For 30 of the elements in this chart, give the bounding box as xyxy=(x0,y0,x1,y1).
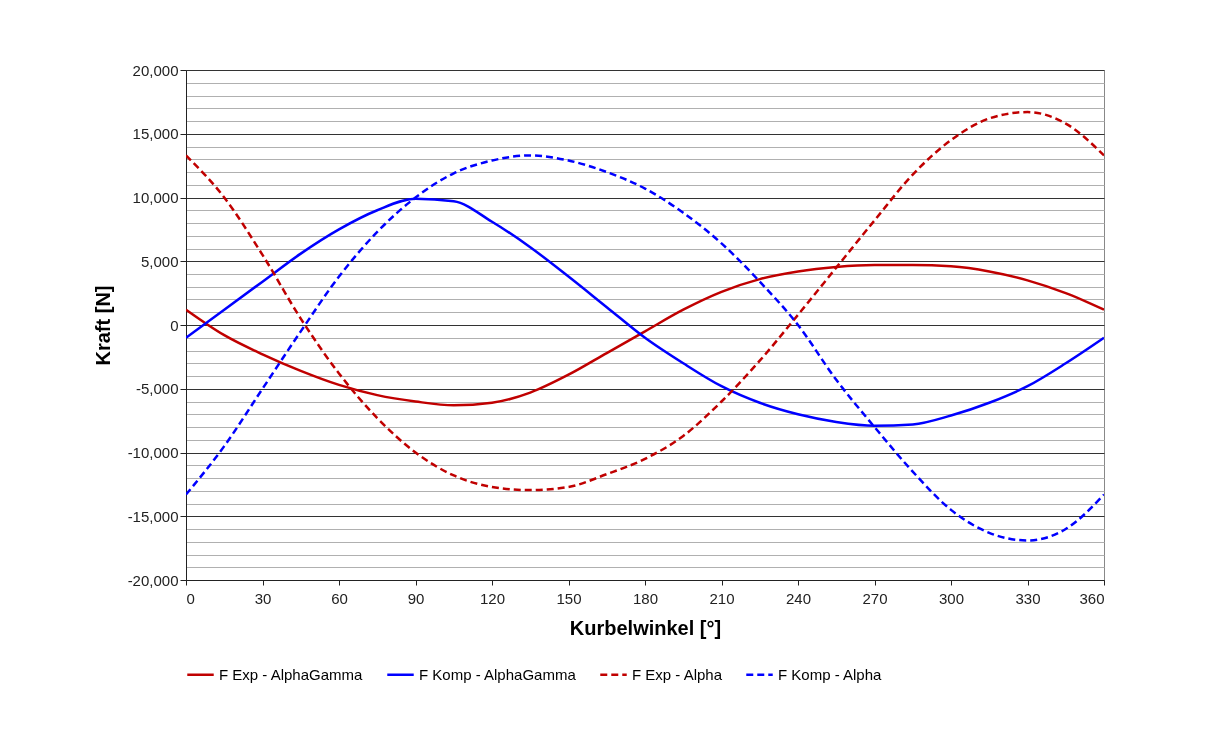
legend-label: F Exp - AlphaGamma xyxy=(219,665,364,683)
legend-label: F Komp - AlphaGamma xyxy=(419,665,577,683)
y-tick-label: -20,000 xyxy=(127,571,179,589)
legend-label: F Komp - Alpha xyxy=(778,665,883,683)
x-tick-label: 270 xyxy=(862,589,888,607)
x-tick-label: 60 xyxy=(331,589,348,607)
x-tick-label: 360 xyxy=(1079,589,1105,607)
x-tick-label: 180 xyxy=(632,589,659,607)
line-series xyxy=(186,110,1104,492)
x-tick-label: 120 xyxy=(479,589,506,607)
x-tick-label: 210 xyxy=(709,589,735,607)
x-tick-label: 90 xyxy=(407,589,425,607)
y-tick-label: -5,000 xyxy=(135,380,179,398)
y-tick-label: 15,000 xyxy=(132,125,179,143)
x-tick-label: 330 xyxy=(1015,589,1041,607)
x-tick-label: 240 xyxy=(785,589,812,607)
x-axis-title: Kurbelwinkel [°] xyxy=(569,616,722,639)
x-tick-label: 300 xyxy=(938,589,965,607)
line-series xyxy=(186,154,1104,542)
y-axis-title: Kraft [N] xyxy=(91,285,114,366)
y-tick-label: 10,000 xyxy=(132,189,179,206)
legend-label: F Exp - Alpha xyxy=(632,665,723,683)
y-tick-label: 0 xyxy=(170,316,179,334)
x-tick-label: 150 xyxy=(556,589,582,607)
y-tick-label: 20,000 xyxy=(132,61,179,79)
x-tick-label: 30 xyxy=(254,589,272,607)
x-tick-label: 0 xyxy=(186,589,195,607)
y-tick-label: -15,000 xyxy=(127,507,179,525)
y-tick-label: -10,000 xyxy=(127,444,179,461)
y-tick-label: 5,000 xyxy=(140,252,179,270)
